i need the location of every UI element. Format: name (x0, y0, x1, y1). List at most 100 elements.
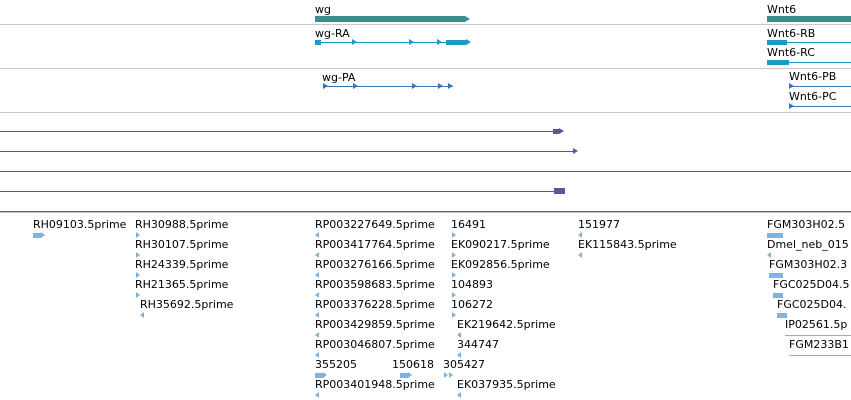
est-glyph[interactable] (767, 233, 783, 238)
est-label[interactable]: RP003598683.5prime (315, 278, 435, 291)
est-glyph[interactable] (789, 355, 851, 356)
strand-arrow-icon (789, 103, 794, 109)
gene-bar-wnt6[interactable] (767, 16, 851, 22)
strand-arrow-icon[interactable] (136, 232, 140, 238)
alignment-line[interactable] (0, 211, 851, 212)
strand-arrow-icon[interactable] (315, 232, 319, 238)
est-label[interactable]: RP003429859.5prime (315, 318, 435, 331)
protein-label-wnt6-pc[interactable]: Wnt6-PC (789, 90, 837, 103)
gene-label-wg[interactable]: wg (315, 3, 331, 16)
strand-arrow-icon[interactable] (449, 372, 453, 378)
strand-arrow-icon[interactable] (315, 332, 319, 338)
protein-wnt6-pb[interactable] (789, 86, 851, 87)
strand-arrow-icon[interactable] (315, 252, 319, 258)
strand-arrow-icon[interactable] (444, 372, 448, 378)
transcript-wnt6-rb[interactable] (767, 42, 851, 43)
strand-arrow-icon[interactable] (578, 232, 582, 238)
strand-arrow-icon (448, 83, 453, 89)
est-label[interactable]: EK115843.5prime (578, 238, 677, 251)
strand-arrow-icon[interactable] (452, 232, 456, 238)
transcript-label-wg-ra[interactable]: wg-RA (315, 27, 350, 40)
protein-label-wg-pa[interactable]: wg-PA (322, 71, 356, 84)
track-divider (0, 112, 851, 113)
est-glyph[interactable] (785, 335, 851, 336)
est-glyph[interactable] (33, 233, 41, 238)
est-label[interactable]: RP003376228.5prime (315, 298, 435, 311)
est-label[interactable]: EK092856.5prime (451, 258, 550, 271)
transcript-wnt6-rc[interactable] (767, 62, 851, 63)
est-glyph[interactable] (400, 373, 408, 378)
strand-arrow-icon[interactable] (452, 252, 456, 258)
est-label[interactable]: RH30107.5prime (135, 238, 229, 251)
strand-arrow-icon[interactable] (140, 312, 144, 318)
est-label[interactable]: 305427 (443, 358, 485, 371)
strand-arrow-icon[interactable] (315, 292, 319, 298)
exon (767, 60, 789, 65)
strand-arrow-icon[interactable] (136, 272, 140, 278)
est-label[interactable]: Dmel_neb_015 (767, 238, 849, 251)
est-label[interactable]: RH35692.5prime (140, 298, 234, 311)
est-label[interactable]: 344747 (457, 338, 499, 351)
gene-label-wnt6[interactable]: Wnt6 (767, 3, 797, 16)
strand-arrow-icon (41, 232, 45, 238)
strand-arrow-icon[interactable] (452, 292, 456, 298)
strand-arrow-icon (323, 83, 328, 89)
strand-arrow-icon[interactable] (315, 312, 319, 318)
strand-arrow-icon[interactable] (457, 352, 461, 358)
est-label[interactable]: FGC025D04.5 (773, 278, 850, 291)
strand-arrow-icon[interactable] (315, 352, 319, 358)
protein-wnt6-pc[interactable] (789, 106, 851, 107)
est-glyph[interactable] (315, 373, 323, 378)
est-glyph[interactable] (777, 313, 787, 318)
est-label[interactable]: FGM303H02.5 (767, 218, 846, 231)
est-glyph[interactable] (769, 273, 783, 278)
est-label[interactable]: RP003276166.5prime (315, 258, 435, 271)
strand-arrow-icon[interactable] (767, 252, 771, 258)
alignment-line[interactable] (0, 191, 556, 192)
est-label[interactable]: IP02561.5p (785, 318, 848, 331)
est-label[interactable]: FGC025D04. (777, 298, 847, 311)
est-label[interactable]: 16491 (451, 218, 486, 231)
est-label[interactable]: 355205 (315, 358, 357, 371)
est-label[interactable]: RP003046807.5prime (315, 338, 435, 351)
est-label[interactable]: RP003227649.5prime (315, 218, 435, 231)
strand-arrow-icon (438, 83, 443, 89)
est-label[interactable]: RH09103.5prime (33, 218, 127, 231)
strand-arrow-icon[interactable] (315, 392, 319, 398)
est-label[interactable]: RP003401948.5prime (315, 378, 435, 391)
est-label[interactable]: EK219642.5prime (457, 318, 556, 331)
alignment-line[interactable] (0, 171, 851, 172)
strand-arrow-icon[interactable] (136, 252, 140, 258)
strand-arrow-icon[interactable] (315, 272, 319, 278)
strand-arrow-icon (408, 372, 412, 378)
strand-arrow-icon (559, 128, 564, 134)
est-label[interactable]: RH24339.5prime (135, 258, 229, 271)
est-label[interactable]: RH30988.5prime (135, 218, 229, 231)
strand-arrow-icon[interactable] (452, 312, 456, 318)
est-label[interactable]: 150618 (392, 358, 434, 371)
est-label[interactable]: FGM233B1 (789, 338, 849, 351)
est-label[interactable]: 106272 (451, 298, 493, 311)
protein-label-wnt6-pb[interactable]: Wnt6-PB (789, 70, 837, 83)
alignment-line[interactable] (0, 151, 574, 152)
strand-arrow-icon[interactable] (136, 292, 140, 298)
est-label[interactable]: EK090217.5prime (451, 238, 550, 251)
est-label[interactable]: 104893 (451, 278, 493, 291)
strand-arrow-icon[interactable] (452, 272, 456, 278)
strand-arrow-icon[interactable] (457, 392, 461, 398)
est-glyph[interactable] (773, 293, 783, 298)
est-label[interactable]: 151977 (578, 218, 620, 231)
est-label[interactable]: EK037935.5prime (457, 378, 556, 391)
transcript-label-wnt6-rc[interactable]: Wnt6-RC (767, 46, 815, 59)
exon (767, 40, 787, 45)
gene-bar-wg[interactable] (315, 16, 465, 22)
est-label[interactable]: FGM303H02.3 (769, 258, 848, 271)
strand-arrow-icon[interactable] (578, 252, 582, 258)
est-label[interactable]: RH21365.5prime (135, 278, 229, 291)
transcript-label-wnt6-rb[interactable]: Wnt6-RB (767, 27, 816, 40)
track-divider (0, 68, 851, 69)
est-label[interactable]: RP003417764.5prime (315, 238, 435, 251)
strand-arrow-icon[interactable] (457, 332, 461, 338)
strand-arrow-icon (412, 83, 417, 89)
alignment-line[interactable] (0, 131, 556, 132)
